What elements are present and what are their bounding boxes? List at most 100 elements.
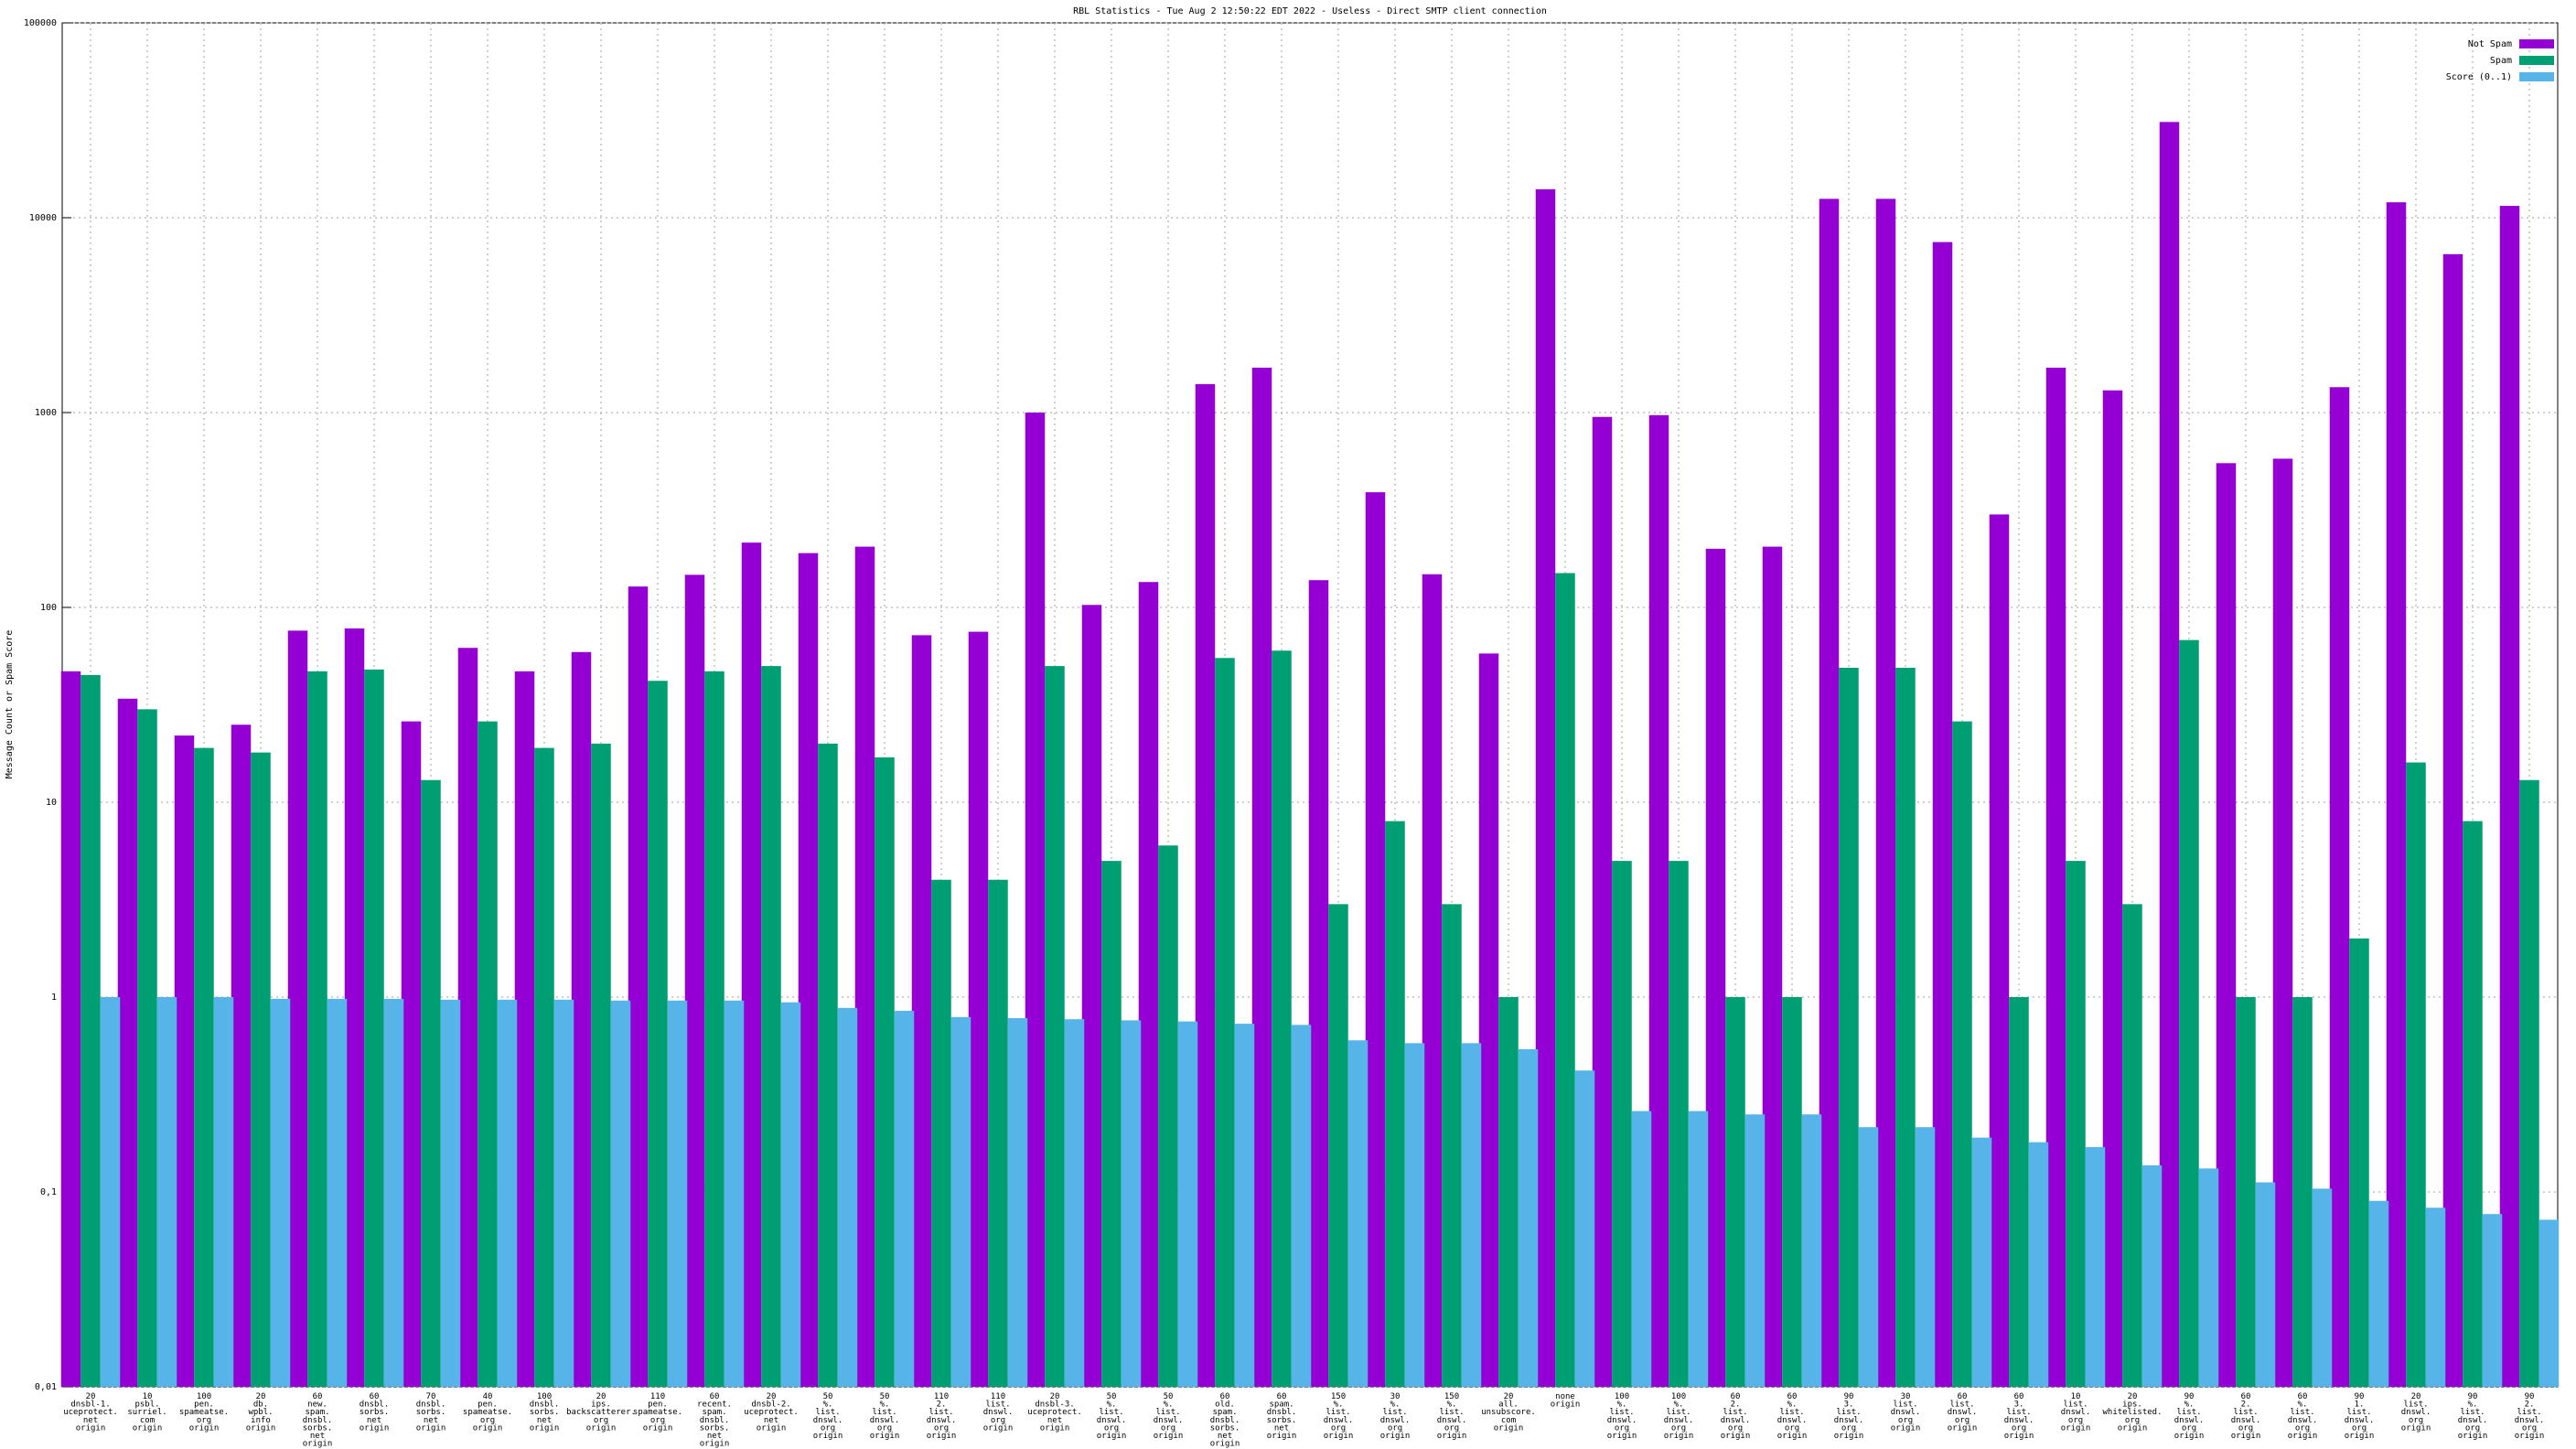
bar <box>1819 199 1840 1388</box>
x-tick-line: com <box>1501 1415 1516 1424</box>
x-tick-line: dnswl. <box>1721 1415 1751 1424</box>
x-tick-line: origin <box>586 1423 617 1433</box>
bar <box>156 997 177 1387</box>
x-tick-line: sorbs. <box>303 1423 333 1433</box>
x-tick-line: 60 <box>2241 1392 2251 1401</box>
y-tick-label: 0,1 <box>40 1187 57 1197</box>
x-tick-line: 40 <box>483 1392 493 1401</box>
x-tick-line: 10 <box>143 1392 153 1401</box>
bar <box>2102 390 2123 1387</box>
x-tick-label: 150%. list. dnswl. org origin <box>1324 1392 1354 1441</box>
y-tick-label: 1 <box>51 993 57 1003</box>
bar <box>1158 845 1178 1387</box>
bar <box>2349 938 2369 1387</box>
x-tick-line: 20 <box>2128 1392 2138 1401</box>
x-tick-line: org <box>2295 1423 2310 1433</box>
x-tick-line: org <box>650 1415 665 1424</box>
x-tick-line: list. <box>2290 1408 2314 1417</box>
bar <box>457 648 478 1387</box>
bar <box>1291 1025 1312 1387</box>
bar <box>1385 821 1405 1387</box>
x-tick-line: sorbs. <box>360 1408 390 1417</box>
y-tick-label: 1000 <box>35 408 57 418</box>
bar <box>2216 463 2237 1387</box>
bar <box>478 721 498 1387</box>
x-tick-line: %. <box>1787 1400 1798 1409</box>
x-tick-label: 20 ips. whitelisted. org origin <box>2102 1392 2162 1433</box>
legend-swatch <box>2519 56 2554 65</box>
x-tick-line: dnsbl. <box>700 1415 730 1424</box>
bar <box>894 1011 915 1387</box>
x-tick-line: wpbl. <box>248 1408 273 1417</box>
bar <box>1007 1017 1028 1387</box>
bar <box>1498 997 1519 1387</box>
x-tick-line: net <box>707 1432 722 1441</box>
x-tick-line: dnsbl-1. <box>70 1400 110 1409</box>
x-tick-line: list. <box>1155 1408 1180 1417</box>
bar <box>383 998 404 1387</box>
x-tick-line: list. <box>1949 1400 1974 1409</box>
x-tick-line: list. <box>2063 1400 2088 1409</box>
bar <box>1915 1127 1936 1387</box>
bar <box>818 743 838 1387</box>
x-tick-line: 110 <box>934 1392 949 1401</box>
x-tick-line: whitelisted. <box>2102 1408 2162 1417</box>
x-tick-label: 60 old. spam. dnsbl. sorbs. net origin <box>1210 1392 1240 1449</box>
x-tick-line: net <box>537 1415 552 1424</box>
bar <box>514 671 535 1387</box>
x-tick-line: list. <box>1836 1408 1861 1417</box>
x-tick-line: org <box>1161 1423 1175 1433</box>
x-tick-line: dnsbl. <box>416 1400 446 1409</box>
x-tick-line: 20 <box>2411 1392 2421 1401</box>
x-tick-line: origin <box>983 1423 1014 1433</box>
x-tick-line: list. <box>2460 1408 2485 1417</box>
x-tick-line: origin <box>1210 1439 1240 1448</box>
x-tick-line: 20 <box>596 1392 606 1401</box>
bar <box>1138 582 1159 1387</box>
bar <box>497 999 518 1387</box>
x-tick-line: net <box>1047 1415 1062 1424</box>
x-tick-line: origin <box>1097 1432 1127 1441</box>
x-tick-line: %. <box>1447 1400 1457 1409</box>
x-tick-line: dnswl. <box>2458 1415 2488 1424</box>
y-tick-label: 10000 <box>29 213 57 223</box>
bar <box>1705 548 1726 1387</box>
bar <box>1478 653 1499 1387</box>
x-tick-line: 50 <box>880 1392 890 1401</box>
bar <box>2272 458 2293 1387</box>
bar <box>2179 639 2199 1387</box>
x-tick-line: list. <box>872 1408 896 1417</box>
y-axis-label: Message Count or Spam Score <box>5 630 15 779</box>
bar <box>741 542 762 1387</box>
x-tick-line: 2. <box>2241 1400 2251 1409</box>
x-tick-line: 30 <box>1901 1392 1911 1401</box>
y-tick-label: 100000 <box>24 18 57 28</box>
bar <box>1025 413 1046 1387</box>
bar <box>2482 1214 2503 1387</box>
x-tick-line: spam. <box>305 1408 329 1417</box>
bar <box>251 752 271 1387</box>
legend-label: Not Spam <box>2468 39 2512 49</box>
x-tick-line: list. <box>1439 1408 1464 1417</box>
x-tick-line: origin <box>133 1423 163 1433</box>
bar <box>100 997 121 1387</box>
bar <box>1782 997 1802 1387</box>
bar <box>344 628 365 1387</box>
x-tick-line: none <box>1555 1392 1575 1401</box>
x-tick-line: uceprotect. <box>1027 1408 1082 1417</box>
bar <box>2368 1200 2389 1387</box>
x-tick-line: origin <box>2401 1423 2431 1433</box>
x-tick-line: list. <box>2403 1400 2428 1409</box>
x-tick-line: origin <box>1494 1423 1524 1433</box>
bar <box>1762 546 1783 1387</box>
bar <box>231 724 252 1387</box>
x-tick-line: origin <box>1777 1432 1808 1441</box>
bar <box>2085 1146 2106 1387</box>
bar <box>2066 861 2086 1387</box>
x-tick-line: spameatse. <box>633 1408 682 1417</box>
x-tick-line: 90 <box>1844 1392 1854 1401</box>
x-tick-line: origin <box>1948 1423 1978 1433</box>
bar <box>1839 667 1859 1387</box>
x-tick-line: 20 <box>1050 1392 1060 1401</box>
